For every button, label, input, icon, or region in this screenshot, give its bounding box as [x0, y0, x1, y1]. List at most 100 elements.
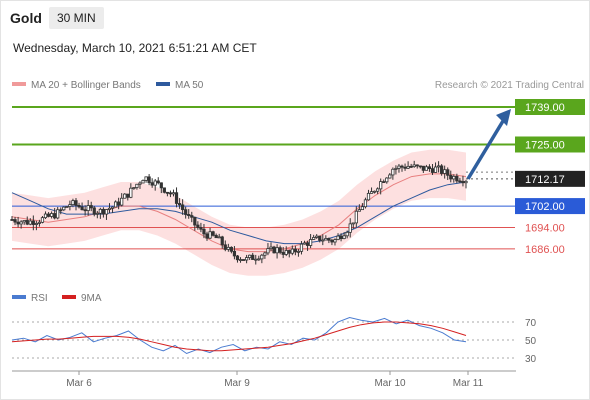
- candle-body: [327, 238, 331, 241]
- candle-body: [217, 236, 221, 239]
- candle-body: [360, 206, 365, 211]
- candle-body: [281, 251, 285, 255]
- candle-body: [74, 200, 78, 206]
- legend-rsi: RSI: [12, 293, 48, 304]
- candle-body: [305, 242, 310, 246]
- candle-body: [266, 248, 270, 254]
- candle-body: [406, 165, 410, 169]
- candle-body: [95, 212, 99, 215]
- candle-body: [372, 190, 377, 193]
- candle-body: [19, 221, 23, 225]
- candle-body: [199, 227, 203, 230]
- candle-body: [254, 258, 258, 261]
- candle-body: [278, 247, 282, 253]
- candle-body: [168, 192, 173, 195]
- forecast-arrow-head: [496, 109, 511, 126]
- x-tick-label-2: Mar 10: [374, 378, 406, 389]
- candle-body: [312, 237, 316, 240]
- candle-body: [293, 248, 297, 253]
- candle-body: [171, 192, 176, 195]
- candle-body: [13, 219, 17, 223]
- candle-body: [400, 165, 404, 168]
- copyright-text: Research © 2021 Trading Central: [434, 80, 584, 91]
- candle-body: [34, 223, 38, 225]
- candle-body: [391, 168, 395, 176]
- candle-body: [28, 220, 32, 225]
- candle-body: [120, 197, 124, 206]
- rsi-tick-70: 70: [525, 318, 537, 329]
- candles-group: [10, 160, 468, 265]
- candle-body: [126, 193, 130, 198]
- candle-body: [409, 165, 413, 168]
- candle-body: [461, 181, 465, 184]
- instrument-title: Gold: [10, 10, 42, 26]
- candle-body: [177, 203, 182, 206]
- timeframe-badge[interactable]: 30 MIN: [49, 7, 104, 29]
- candle-body: [257, 258, 261, 261]
- candle-body: [421, 165, 425, 171]
- candle-body: [376, 188, 380, 192]
- candle-body: [403, 166, 407, 169]
- candle-body: [235, 255, 240, 261]
- candle-body: [46, 213, 51, 217]
- candle-body: [123, 193, 127, 199]
- candle-body: [464, 180, 468, 184]
- rsi-line: [11, 316, 467, 355]
- candle-body: [436, 165, 441, 168]
- candle-body: [31, 220, 35, 225]
- candle-body: [336, 235, 340, 241]
- candle-body: [208, 231, 212, 239]
- candle-body: [144, 176, 148, 181]
- candle-body: [86, 205, 90, 211]
- candle-body: [446, 169, 450, 176]
- candle-body: [290, 248, 294, 254]
- candle-body: [16, 221, 20, 225]
- candle-body: [339, 235, 343, 240]
- candle-body: [187, 214, 191, 216]
- candle-body: [455, 175, 459, 182]
- candle-body: [150, 182, 154, 186]
- level-value-1686.00: 1686.00: [525, 244, 565, 256]
- candle-body: [129, 187, 133, 198]
- x-tick-label-1: Mar 9: [224, 378, 250, 389]
- candle-body: [147, 176, 151, 184]
- rsi-ma-line: [11, 321, 467, 352]
- candle-body: [159, 182, 163, 189]
- candle-body: [135, 183, 139, 188]
- candle-body: [330, 239, 334, 243]
- candle-body: [452, 175, 456, 180]
- candle-body: [68, 204, 72, 207]
- level-value-1725.00: 1725.00: [525, 139, 565, 151]
- legend-rsi-ma-label: 9MA: [81, 293, 102, 304]
- candle-body: [354, 210, 358, 224]
- candle-body: [156, 180, 160, 184]
- level-tag-1739.00: [515, 99, 585, 115]
- candle-body: [184, 209, 188, 215]
- candle-body: [71, 200, 75, 206]
- candle-body: [260, 254, 264, 260]
- candle-body: [302, 242, 307, 245]
- candle-body: [22, 220, 26, 223]
- level-tag-1702.00: [515, 198, 585, 215]
- candle-body: [348, 223, 352, 233]
- candle-body: [25, 220, 29, 225]
- x-tick-label-3: Mar 11: [453, 378, 484, 389]
- candle-body: [202, 228, 206, 235]
- candle-body: [10, 219, 14, 221]
- level-value-1712.17: 1712.17: [525, 174, 565, 186]
- level-tag-1712.17: [515, 170, 585, 187]
- legend-ma20-label: MA 20 + Bollinger Bands: [31, 80, 141, 91]
- candle-body: [238, 259, 243, 261]
- candle-body: [153, 180, 157, 186]
- candle-body: [165, 191, 169, 194]
- legend-ma50-swatch: [156, 82, 170, 87]
- level-value-1739.00: 1739.00: [525, 102, 565, 114]
- candle-body: [449, 174, 453, 180]
- candle-body: [351, 222, 355, 225]
- candle-body: [181, 204, 185, 211]
- legend-rsi-label: RSI: [31, 293, 48, 304]
- candle-body: [50, 213, 54, 217]
- candle-body: [427, 166, 432, 170]
- candle-body: [440, 165, 444, 174]
- candle-body: [205, 233, 209, 239]
